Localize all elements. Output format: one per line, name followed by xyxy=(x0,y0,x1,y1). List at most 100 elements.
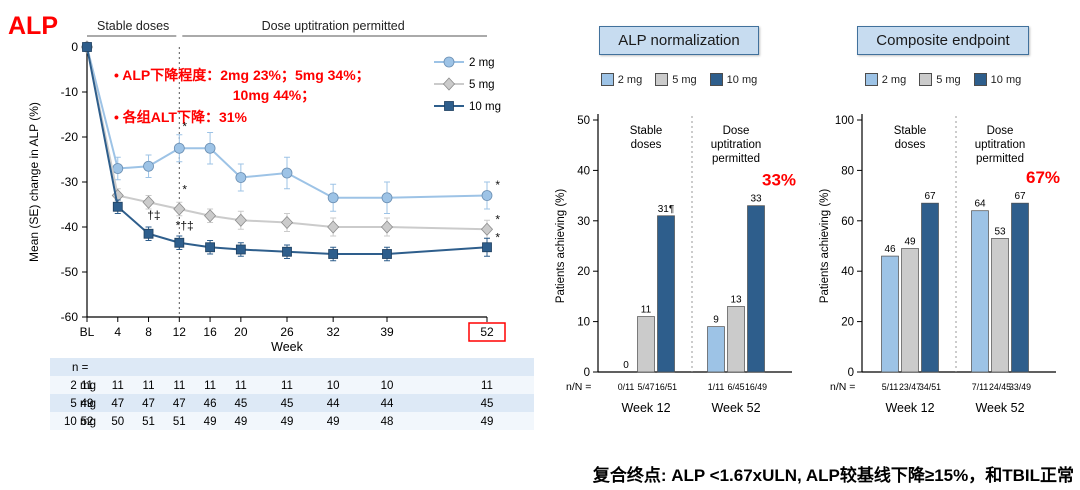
bar xyxy=(991,238,1009,373)
n-table-cell: 11 xyxy=(235,380,247,392)
red-note-line2: 10mg 44%； xyxy=(233,87,315,104)
bar xyxy=(637,316,655,373)
n-table-cell: 49 xyxy=(281,416,294,428)
nN-value: 33/49 xyxy=(1009,382,1031,392)
y-tick-label: 40 xyxy=(577,165,590,177)
n-table-row-band xyxy=(50,376,534,394)
bar-value-label: 13 xyxy=(730,294,742,305)
bar-value-label: 53 xyxy=(994,226,1006,237)
bar-value-label: 31¶ xyxy=(658,204,675,215)
bar xyxy=(657,215,675,373)
significance-annotation: * xyxy=(182,119,187,133)
n-table-cell: 47 xyxy=(173,398,186,410)
n-table-cell: 11 xyxy=(281,380,293,392)
series-marker-diamond xyxy=(142,195,155,209)
y-tick-label: -60 xyxy=(61,310,79,324)
legend-label: 2 mg xyxy=(881,73,907,86)
n-table-cell: 49 xyxy=(81,398,94,410)
n-table-cell: 51 xyxy=(173,416,186,428)
n-table-header-band xyxy=(50,358,534,376)
significance-annotation: * xyxy=(495,178,500,192)
n-table-header: n = xyxy=(72,362,89,374)
series-line xyxy=(86,46,488,199)
composite-endpoint-legend: 2 mg 5 mg 10 mg xyxy=(864,73,1022,86)
alp-normalization-legend: 2 mg 5 mg 10 mg xyxy=(600,73,758,86)
n-table-cell: 52 xyxy=(81,416,94,428)
n-table-cell: 45 xyxy=(234,398,247,410)
n-table-cell: 11 xyxy=(112,380,124,392)
x-tick-label: 20 xyxy=(234,325,248,339)
series-marker-circle xyxy=(281,167,293,179)
n-table-cell: 45 xyxy=(481,398,494,410)
legend-swatch xyxy=(919,73,933,86)
y-tick-label: 100 xyxy=(835,115,854,127)
n-table-cell: 11 xyxy=(173,380,185,392)
nN-value: 5/47 xyxy=(637,382,654,392)
bar xyxy=(921,202,939,373)
group-label: Stable xyxy=(630,125,663,137)
series-marker-circle xyxy=(235,172,247,183)
group-label: Stable xyxy=(894,125,927,137)
phase-label-stable: Stable doses xyxy=(97,19,169,33)
alp-line-chart: Stable doses Dose uptitration permitted 0 -… xyxy=(27,19,534,430)
x-tick-label: 32 xyxy=(326,325,340,339)
y-axis-title: Mean (SE) change in ALP (%) xyxy=(27,102,41,262)
nN-prefix: n/N = xyxy=(566,381,591,393)
red-note-line1: • ALP下降程度：2mg 23%；5mg 34%； xyxy=(114,67,370,84)
series-marker-square xyxy=(174,237,185,248)
bar xyxy=(901,248,919,373)
nN-value: 24/45 xyxy=(989,382,1011,392)
n-table-cell: 11 xyxy=(481,380,493,392)
series-marker-circle xyxy=(204,142,216,154)
n-table-cell: 48 xyxy=(381,416,394,428)
n-table-cell: 10 xyxy=(327,380,340,392)
series-marker-square xyxy=(382,249,392,259)
nN-value: 1/11 xyxy=(708,382,725,392)
legend-label: 10 mg xyxy=(990,73,1022,86)
series-marker-diamond xyxy=(442,77,456,91)
n-table-cell: 51 xyxy=(142,416,155,428)
week-52-highlight-box xyxy=(468,322,506,342)
y-tick-label: -40 xyxy=(61,220,79,234)
series-marker-square xyxy=(143,228,154,239)
phase-label-uptitration: Dose uptitration permitted xyxy=(262,19,405,33)
legend-swatch xyxy=(655,73,669,86)
series-line xyxy=(86,46,488,231)
legend-label: 5 mg xyxy=(469,79,495,91)
series-marker-square xyxy=(282,246,292,257)
bar-value-label: 64 xyxy=(974,199,986,210)
y-axis-title: Patients achieving (%) xyxy=(555,189,567,304)
series-marker-circle xyxy=(443,56,455,68)
nN-value: 16/49 xyxy=(745,382,767,392)
legend-swatch xyxy=(709,73,723,86)
x-tick-label: BL xyxy=(80,325,95,339)
x-tick-label: 12 xyxy=(173,325,187,339)
group-label: doses xyxy=(631,139,662,151)
bar-value-label: 49 xyxy=(904,237,916,248)
nN-value: 6/45 xyxy=(727,382,744,392)
group-label: uptitration xyxy=(711,139,762,151)
series-marker-diamond xyxy=(480,222,494,236)
y-tick-label: 0 xyxy=(584,367,590,379)
legend-label: 5 mg xyxy=(936,73,961,86)
series-marker-circle xyxy=(112,163,124,174)
legend-label: 10 mg xyxy=(726,73,758,86)
bar-value-label: 11 xyxy=(641,305,652,316)
n-table-cell: 10 xyxy=(381,380,394,392)
series-marker-square xyxy=(112,201,123,212)
legend-swatch xyxy=(600,73,614,86)
x-tick-label: 16 xyxy=(203,325,217,339)
nN-value: 7/11 xyxy=(972,382,989,392)
n-table-row-band xyxy=(50,412,534,430)
group-label: Dose xyxy=(987,125,1014,137)
legend-label: 2 mg xyxy=(469,57,495,69)
y-tick-label: 30 xyxy=(577,216,590,228)
y-tick-label: 10 xyxy=(577,317,590,329)
nN-value: 34/51 xyxy=(919,382,941,392)
x-axis-title: Week xyxy=(271,340,303,354)
n-table-cell: 47 xyxy=(142,398,155,410)
week-group-label: Week 12 xyxy=(621,401,670,415)
significance-annotation: †‡ xyxy=(147,208,160,222)
series-marker-circle xyxy=(143,160,154,172)
group-label: permitted xyxy=(712,153,760,165)
